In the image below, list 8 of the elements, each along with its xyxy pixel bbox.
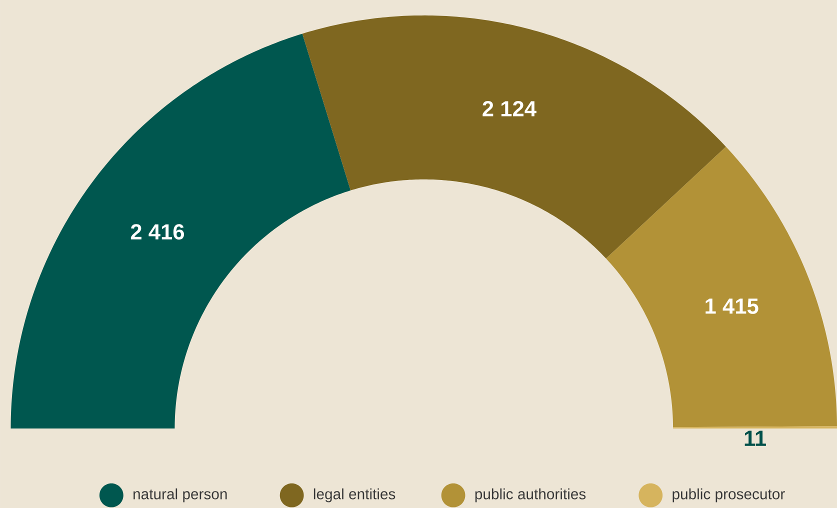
legend-label: natural person	[134, 488, 227, 502]
data-label: 11	[744, 430, 766, 446]
legend-label: public authorities	[475, 488, 586, 502]
data-label: 1 415	[706, 298, 758, 314]
data-label: 2 416	[130, 224, 184, 240]
data-label: 2 124	[482, 100, 536, 116]
legend-label: legal entities	[314, 488, 396, 502]
legend-label: public prosecutor	[672, 488, 785, 502]
